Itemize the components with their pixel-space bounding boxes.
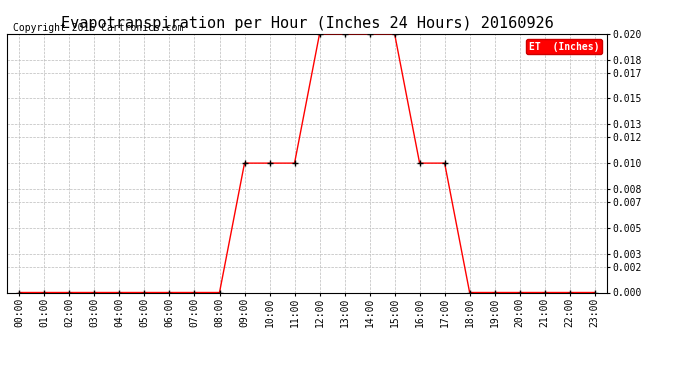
Legend: ET  (Inches): ET (Inches) bbox=[526, 39, 602, 54]
Title: Evapotranspiration per Hour (Inches 24 Hours) 20160926: Evapotranspiration per Hour (Inches 24 H… bbox=[61, 16, 553, 31]
Text: Copyright 2016 Cartronics.com: Copyright 2016 Cartronics.com bbox=[13, 23, 184, 33]
